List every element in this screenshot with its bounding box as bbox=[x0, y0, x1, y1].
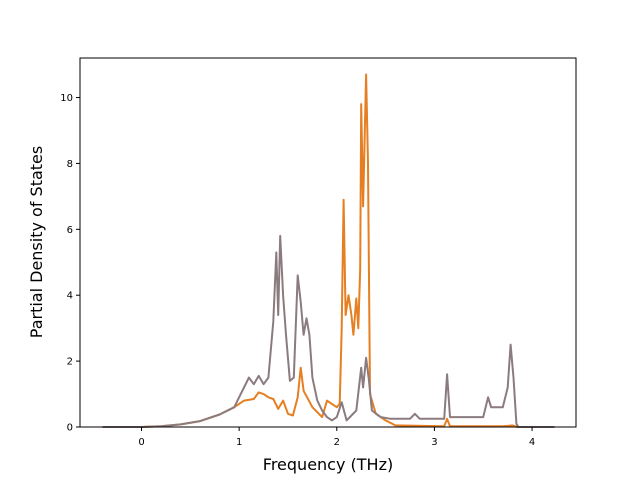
y-tick-label: 0 bbox=[67, 423, 73, 434]
y-tick-label: 2 bbox=[67, 357, 73, 368]
x-tick-label: 1 bbox=[236, 437, 242, 448]
x-axis-label: Frequency (THz) bbox=[263, 455, 393, 474]
x-tick-label: 0 bbox=[138, 437, 144, 448]
y-axis-label: Partial Density of States bbox=[27, 146, 46, 338]
x-tick-label: 2 bbox=[334, 437, 340, 448]
y-tick-label: 6 bbox=[67, 225, 73, 236]
series-line-2 bbox=[102, 234, 555, 428]
x-tick-label: 3 bbox=[431, 437, 437, 448]
x-axis-ticks: 0 1 2 3 4 bbox=[138, 427, 535, 448]
plot-lines bbox=[102, 73, 555, 428]
y-tick-label: 4 bbox=[67, 291, 73, 302]
x-tick-label: 4 bbox=[529, 437, 535, 448]
series-line-1 bbox=[102, 73, 555, 428]
plot-frame bbox=[79, 57, 577, 428]
y-axis-ticks: 0 2 4 6 8 10 bbox=[60, 93, 80, 434]
y-tick-label: 8 bbox=[67, 159, 73, 170]
y-tick-label: 10 bbox=[60, 93, 73, 104]
